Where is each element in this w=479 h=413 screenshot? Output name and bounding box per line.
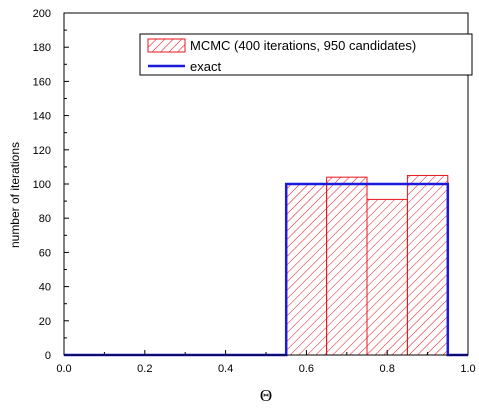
- x-tick-label-3: 0.6: [299, 363, 314, 375]
- y-tick-label-0: 0: [45, 350, 51, 362]
- legend-box: [139, 33, 473, 76]
- x-tick-label-5: 1.0: [460, 363, 475, 375]
- mcmc-bar-3: [406, 174, 449, 356]
- mcmc-bar-2: [366, 198, 408, 356]
- y-tick-label-1: 20: [39, 316, 51, 328]
- y-tick-label-10: 200: [33, 8, 51, 20]
- y-tick-label-7: 140: [33, 111, 51, 123]
- mcmc-bar-1: [326, 176, 368, 356]
- x-tick-label-0: 0.0: [56, 363, 71, 375]
- mcmc-bar-0: [285, 183, 328, 356]
- x-tick-label-2: 0.4: [218, 363, 233, 375]
- legend-label-exact: exact: [190, 59, 221, 74]
- legend: MCMC (400 iterations, 950 candidates) ex…: [139, 33, 473, 76]
- y-tick-label-2: 40: [39, 282, 51, 294]
- y-tick-label-4: 80: [39, 213, 51, 225]
- x-tick-label-1: 0.2: [137, 363, 152, 375]
- legend-label-mcmc: MCMC (400 iterations, 950 candidates): [190, 38, 416, 53]
- x-axis: 0.0 0.2 0.4 0.6 0.8 1.0: [56, 350, 476, 375]
- y-tick-label-8: 160: [33, 76, 51, 88]
- y-tick-label-5: 100: [33, 179, 51, 191]
- y-tick-label-9: 180: [33, 42, 51, 54]
- y-axis-title: number of iterations: [8, 142, 22, 248]
- x-axis-title: Θ: [260, 386, 272, 405]
- x-tick-label-4: 0.8: [380, 363, 395, 375]
- y-axis: 0 20 40 60 80 100 120 140 160 180 200: [33, 8, 69, 362]
- mcmc-bars: [285, 174, 449, 356]
- y-tick-label-3: 60: [39, 247, 51, 259]
- legend-swatch-mcmc: [147, 38, 186, 53]
- y-tick-label-6: 120: [33, 145, 51, 157]
